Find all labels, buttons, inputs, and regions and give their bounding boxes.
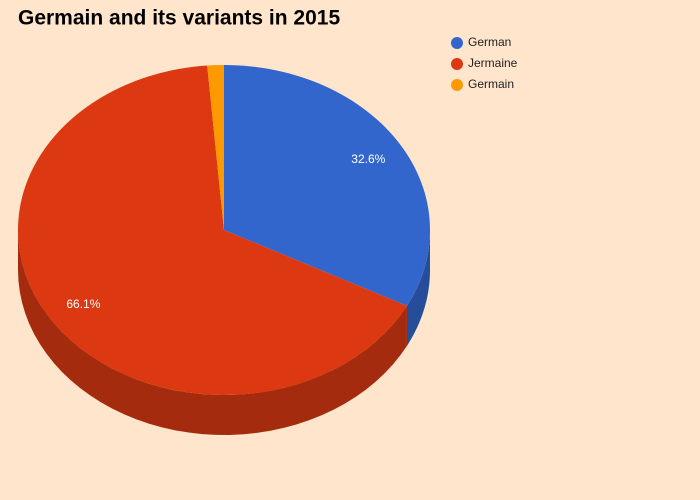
slice-label: 66.1% (66, 297, 100, 311)
legend-label: Jermaine (468, 56, 518, 70)
legend-swatch (451, 37, 463, 49)
slice-label: 32.6% (351, 152, 385, 166)
slice (18, 65, 407, 395)
legend-swatch (451, 79, 463, 91)
legend-swatch (451, 58, 463, 70)
legend-label: Germain (468, 77, 514, 91)
slice-side (406, 230, 430, 346)
slice-side (18, 230, 407, 435)
slice (207, 65, 224, 230)
legend-label: German (468, 35, 511, 49)
chart-title: Germain and its variants in 2015 (18, 7, 340, 30)
slice (224, 65, 430, 306)
